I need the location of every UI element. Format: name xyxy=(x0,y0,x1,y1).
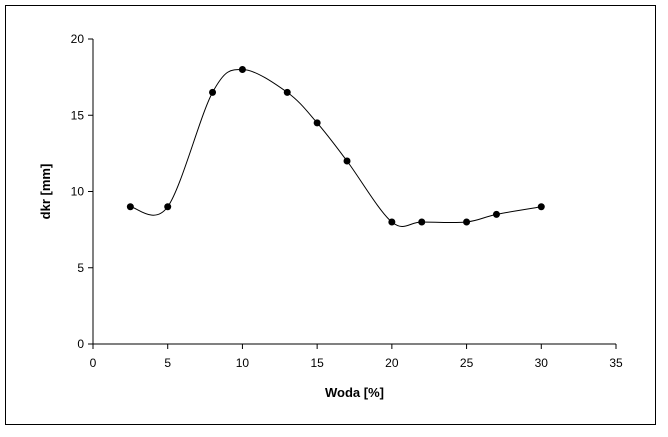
x-tick-label: 20 xyxy=(385,356,399,370)
data-point xyxy=(126,203,134,211)
data-point xyxy=(463,218,471,226)
series-curve xyxy=(130,68,542,227)
x-tick-label: 0 xyxy=(90,356,97,370)
y-tick-label: 0 xyxy=(77,337,84,351)
y-tick-label: 10 xyxy=(71,185,85,199)
data-point xyxy=(164,203,172,211)
data-point xyxy=(537,203,545,211)
chart-frame xyxy=(5,5,656,425)
data-point xyxy=(313,119,321,127)
x-tick-label: 25 xyxy=(460,356,474,370)
x-tick-label: 35 xyxy=(609,356,623,370)
data-points xyxy=(126,66,545,226)
x-tick-label: 5 xyxy=(164,356,171,370)
data-point xyxy=(418,218,426,226)
y-tick-label: 15 xyxy=(71,108,85,122)
x-axis-title: Woda [%] xyxy=(325,385,384,400)
axes: 0 5 10 15 20 0 5 10 15 20 25 30 35 xyxy=(71,32,623,370)
y-axis-title: dkr [mm] xyxy=(38,164,53,220)
data-point xyxy=(209,88,217,96)
x-tick-label: 15 xyxy=(310,356,324,370)
data-point xyxy=(492,210,500,218)
x-tick-label: 10 xyxy=(236,356,250,370)
data-point xyxy=(283,88,291,96)
data-point xyxy=(238,66,246,73)
series-line xyxy=(130,68,542,227)
x-tick-label: 30 xyxy=(535,356,549,370)
data-point xyxy=(343,157,351,165)
data-point xyxy=(388,218,396,226)
y-tick-label: 20 xyxy=(71,32,85,46)
y-tick-label: 5 xyxy=(77,261,84,275)
